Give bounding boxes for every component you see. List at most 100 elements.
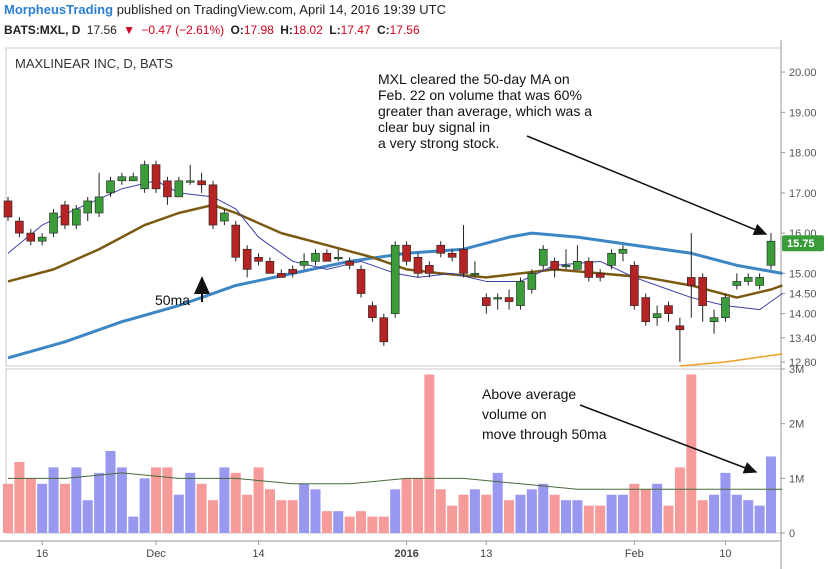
candle-body[interactable] <box>277 273 286 278</box>
candle-body[interactable] <box>504 297 514 302</box>
volume-bar[interactable] <box>37 483 48 533</box>
volume-bar[interactable] <box>344 516 355 533</box>
candle-body[interactable] <box>743 277 753 282</box>
candle-body[interactable] <box>128 176 138 182</box>
volume-bar[interactable] <box>652 483 663 533</box>
price-volume-chart[interactable]: 12.8013.4014.0014.5015.0016.0017.0018.00… <box>0 40 828 569</box>
volume-bar[interactable] <box>94 472 105 533</box>
candle-body[interactable] <box>356 269 366 294</box>
candle-body[interactable] <box>459 248 468 274</box>
candle-body[interactable] <box>709 317 719 323</box>
volume-bar[interactable] <box>743 500 754 533</box>
volume-bar[interactable] <box>538 483 549 533</box>
candle-body[interactable] <box>538 248 548 266</box>
volume-bar[interactable] <box>105 451 116 533</box>
candle-body[interactable] <box>436 244 446 254</box>
candle-body[interactable] <box>60 204 70 226</box>
volume-bar[interactable] <box>674 467 685 533</box>
candle-body[interactable] <box>550 261 559 270</box>
volume-bar[interactable] <box>128 516 139 533</box>
volume-bar[interactable] <box>321 511 332 533</box>
candle-body[interactable] <box>322 252 332 262</box>
candle-body[interactable] <box>447 252 457 258</box>
volume-bar[interactable] <box>139 478 150 533</box>
candle-body[interactable] <box>311 252 320 262</box>
candle-body[interactable] <box>595 273 605 278</box>
candle-body[interactable] <box>288 269 297 274</box>
volume-bar[interactable] <box>731 494 742 533</box>
volume-bar[interactable] <box>207 500 218 533</box>
candle-body[interactable] <box>584 261 594 278</box>
volume-bar[interactable] <box>71 467 82 533</box>
volume-bar[interactable] <box>549 494 560 533</box>
volume-bar[interactable] <box>686 374 697 533</box>
candle-body[interactable] <box>220 212 229 222</box>
candle-body[interactable] <box>675 325 685 331</box>
candle-body[interactable] <box>527 273 537 290</box>
candle-body[interactable] <box>607 252 616 266</box>
candle-body[interactable] <box>3 200 13 218</box>
candle-body[interactable] <box>197 180 206 186</box>
volume-bar[interactable] <box>663 505 674 533</box>
candle-body[interactable] <box>470 273 480 276</box>
candle-body[interactable] <box>561 265 571 268</box>
volume-bar[interactable] <box>116 467 127 533</box>
candle-body[interactable] <box>641 297 651 323</box>
candle-body[interactable] <box>402 244 411 262</box>
volume-bar[interactable] <box>595 505 606 533</box>
volume-bar[interactable] <box>515 494 526 533</box>
candle-body[interactable] <box>652 313 662 318</box>
candle-body[interactable] <box>379 317 389 343</box>
candle-body[interactable] <box>140 164 149 190</box>
volume-bar[interactable] <box>151 467 162 533</box>
volume-bar[interactable] <box>242 494 253 533</box>
candle-body[interactable] <box>425 265 434 274</box>
volume-bar[interactable] <box>492 472 503 533</box>
candle-body[interactable] <box>117 176 127 182</box>
candle-body[interactable] <box>698 277 707 306</box>
volume-bar[interactable] <box>82 500 93 533</box>
volume-bar[interactable] <box>504 500 515 533</box>
candle-body[interactable] <box>37 236 47 242</box>
author-link[interactable]: MorpheusTrading <box>4 2 114 17</box>
candle-body[interactable] <box>573 261 582 270</box>
volume-bar[interactable] <box>253 467 264 533</box>
candle-body[interactable] <box>686 277 696 286</box>
volume-bar[interactable] <box>276 500 287 533</box>
volume-bar[interactable] <box>196 483 207 533</box>
candle-body[interactable] <box>174 180 184 198</box>
volume-bar[interactable] <box>720 472 731 533</box>
candle-body[interactable] <box>106 180 115 194</box>
candle-body[interactable] <box>766 240 776 266</box>
candle-body[interactable] <box>72 208 81 226</box>
candle-body[interactable] <box>185 180 195 183</box>
volume-bar[interactable] <box>458 494 469 533</box>
candle-body[interactable] <box>242 248 252 270</box>
candle-body[interactable] <box>413 256 423 274</box>
volume-bar[interactable] <box>754 505 765 533</box>
volume-bar[interactable] <box>424 374 435 533</box>
candle-body[interactable] <box>755 277 764 286</box>
candle-body[interactable] <box>299 261 309 266</box>
candle-body[interactable] <box>390 244 400 314</box>
volume-bar[interactable] <box>469 489 480 533</box>
candle-body[interactable] <box>664 305 673 314</box>
volume-bar[interactable] <box>572 500 583 533</box>
candle-body[interactable] <box>732 281 742 286</box>
volume-bar[interactable] <box>765 456 777 533</box>
volume-bar[interactable] <box>617 494 628 533</box>
candle-body[interactable] <box>333 256 343 260</box>
volume-bar[interactable] <box>185 472 196 533</box>
volume-bar[interactable] <box>709 494 720 533</box>
volume-bar[interactable] <box>367 516 378 533</box>
volume-bar[interactable] <box>401 478 412 533</box>
volume-bar[interactable] <box>299 483 310 533</box>
candle-body[interactable] <box>618 248 628 254</box>
volume-bar[interactable] <box>2 483 14 533</box>
volume-bar[interactable] <box>230 472 241 533</box>
candle-body[interactable] <box>493 297 502 300</box>
candle-body[interactable] <box>368 305 377 318</box>
volume-bar[interactable] <box>640 489 651 533</box>
candle-body[interactable] <box>516 281 525 306</box>
volume-bar[interactable] <box>48 467 59 533</box>
